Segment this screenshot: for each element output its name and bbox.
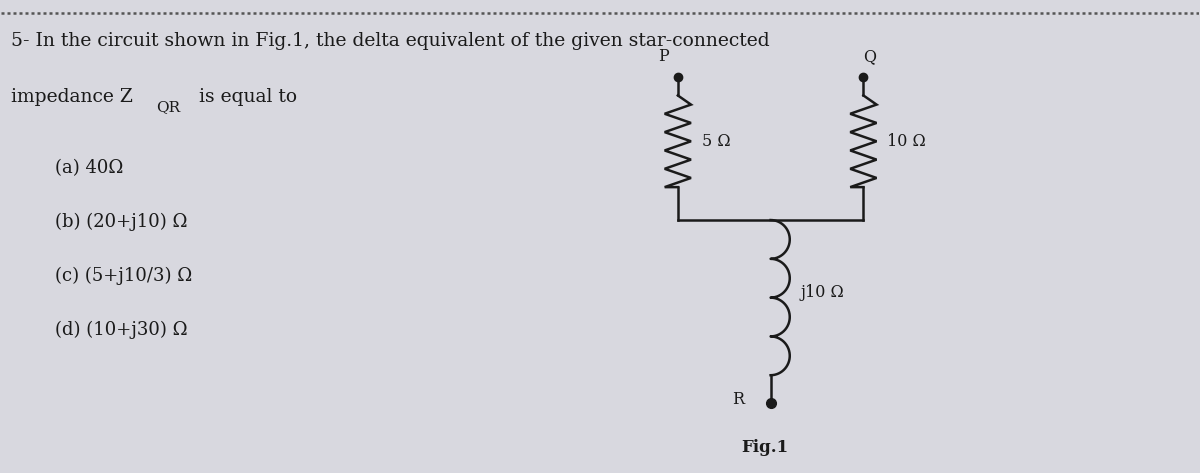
- Text: impedance Z: impedance Z: [11, 88, 133, 106]
- Text: P: P: [658, 48, 668, 65]
- Text: 5 Ω: 5 Ω: [702, 133, 731, 150]
- Text: Fig.1: Fig.1: [742, 438, 788, 455]
- Text: is equal to: is equal to: [193, 88, 298, 106]
- Text: Q: Q: [863, 48, 876, 65]
- Text: R: R: [732, 391, 744, 408]
- Text: j10 Ω: j10 Ω: [800, 284, 845, 301]
- Text: QR: QR: [156, 100, 180, 114]
- Text: (b) (20+j10) Ω: (b) (20+j10) Ω: [55, 213, 187, 231]
- Text: 5- In the circuit shown in Fig.1, the delta equivalent of the given star-connect: 5- In the circuit shown in Fig.1, the de…: [11, 32, 769, 50]
- Text: (a) 40Ω: (a) 40Ω: [55, 159, 124, 177]
- Text: 10 Ω: 10 Ω: [887, 133, 926, 150]
- Text: (c) (5+j10/3) Ω: (c) (5+j10/3) Ω: [55, 267, 192, 285]
- Text: (d) (10+j30) Ω: (d) (10+j30) Ω: [55, 321, 188, 340]
